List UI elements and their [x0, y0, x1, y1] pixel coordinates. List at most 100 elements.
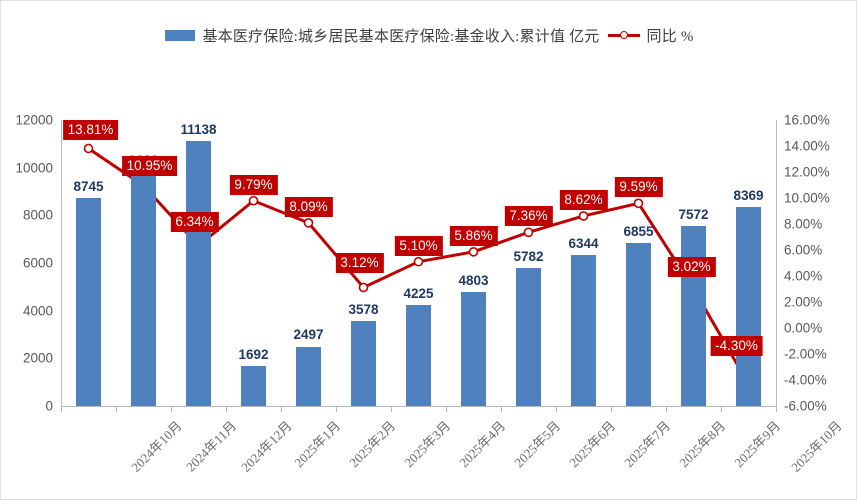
- x-axis-tick-mark: [226, 406, 227, 412]
- y-axis-right: 16.00% 14.00% 12.00% 10.00% 8.00% 6.00% 4.00% 2…: [784, 1, 856, 499]
- legend-label-bar-series: 基本医疗保险:城乡居民基本医疗保险:基金收入:累计值 亿元: [202, 29, 600, 45]
- bar-value-label: 4225: [403, 286, 434, 302]
- y-axis-right-tick: -2.00%: [784, 346, 827, 362]
- legend-label-line-series: 同比 %: [646, 29, 694, 45]
- y-axis-right-tick: 12.00%: [784, 164, 830, 180]
- bar-column[interactable]: [571, 254, 596, 406]
- x-axis-tick-mark: [611, 406, 612, 412]
- x-axis-tick-mark: [721, 406, 722, 412]
- x-axis-category-label: 2025年5月: [510, 418, 563, 471]
- bar-value-label: 8369: [733, 187, 764, 203]
- x-axis-tick-mark: [281, 406, 282, 412]
- x-axis-category-label: 2024年10月: [127, 418, 185, 475]
- y-axis-right-tick: 14.00%: [784, 138, 830, 154]
- legend-line-swatch-icon: [607, 30, 640, 41]
- chart-legend: 基本医疗保险:城乡居民基本医疗保险:基金收入:累计值 亿元 同比 %: [1, 25, 856, 46]
- x-axis-tick-mark: [391, 406, 392, 412]
- line-value-badge: -4.30%: [710, 335, 763, 356]
- bar-column[interactable]: [241, 365, 266, 406]
- line-value-badge: 7.36%: [504, 206, 553, 227]
- line-value-badge: 9.59%: [614, 177, 663, 198]
- line-data-point-marker[interactable]: [633, 198, 644, 209]
- bar-value-label: 4803: [458, 272, 489, 288]
- y-axis-right-tick: 10.00%: [784, 190, 830, 206]
- bar-column[interactable]: [736, 206, 761, 406]
- line-data-point-marker[interactable]: [83, 143, 94, 154]
- bar-value-label: 2497: [293, 327, 324, 343]
- x-axis-tick-mark: [776, 406, 777, 412]
- x-axis-ticks: [61, 406, 777, 412]
- y-axis-right-tick: 6.00%: [784, 242, 823, 258]
- bar-value-label: 1692: [238, 346, 269, 362]
- y-axis-left-tick: 6000: [22, 255, 53, 271]
- bar-column[interactable]: [131, 171, 156, 406]
- y-axis-right-tick: 8.00%: [784, 216, 823, 232]
- line-value-badge: 9.79%: [229, 174, 278, 195]
- x-axis-tick-mark: [336, 406, 337, 412]
- y-axis-right-tick: -6.00%: [784, 398, 827, 414]
- x-axis-tick-mark: [556, 406, 557, 412]
- bar-column[interactable]: [461, 291, 486, 406]
- bar-column[interactable]: [626, 242, 651, 406]
- line-value-badge: 3.02%: [667, 256, 716, 277]
- line-data-point-marker[interactable]: [248, 195, 259, 206]
- bar-value-label: 6855: [623, 223, 654, 239]
- bar-value-label: 8745: [73, 178, 104, 194]
- y-axis-right-tick: -4.00%: [784, 372, 827, 388]
- line-value-badge: 3.12%: [335, 253, 384, 274]
- line-data-point-marker[interactable]: [523, 227, 534, 238]
- line-value-badge: 5.10%: [394, 235, 443, 256]
- line-value-badge: 6.34%: [170, 211, 219, 232]
- x-axis-tick-mark: [61, 406, 62, 412]
- x-axis-category-label: 2025年8月: [675, 418, 728, 471]
- x-axis-tick-mark: [171, 406, 172, 412]
- bar-value-label: 3578: [348, 301, 379, 317]
- bar-column[interactable]: [406, 305, 431, 406]
- x-axis-category-label: 2025年2月: [345, 418, 398, 471]
- y-axis-right-tick: 4.00%: [784, 268, 823, 284]
- y-axis-left-tick: 8000: [22, 207, 53, 223]
- x-axis-category-label: 2025年1月: [290, 418, 343, 471]
- x-axis-category-label: 2025年9月: [730, 418, 783, 471]
- bar-column[interactable]: [516, 268, 541, 406]
- legend-entry-line-series[interactable]: 同比 %: [607, 25, 694, 46]
- bar-column[interactable]: [76, 197, 101, 406]
- x-axis-tick-mark: [666, 406, 667, 412]
- y-axis-right-tick: 16.00%: [784, 112, 830, 128]
- x-axis-category-label: 2024年11月: [182, 418, 239, 475]
- x-axis-tick-mark: [116, 406, 117, 412]
- y-axis-left-tick: 2000: [22, 350, 53, 366]
- bar-column[interactable]: [351, 320, 376, 406]
- legend-entry-bar-series[interactable]: 基本医疗保险:城乡居民基本医疗保险:基金收入:累计值 亿元: [165, 25, 599, 46]
- bar-value-label: 5782: [513, 249, 544, 265]
- bar-value-label: 6344: [568, 235, 599, 251]
- line-data-point-marker[interactable]: [468, 247, 479, 257]
- line-data-point-marker[interactable]: [358, 282, 369, 293]
- plot-baseline: [61, 406, 776, 407]
- y-axis-left-tick: 0: [45, 398, 53, 414]
- line-value-badge: 5.86%: [449, 225, 498, 246]
- line-value-badge: 10.95%: [121, 155, 178, 176]
- line-data-point-marker[interactable]: [578, 211, 589, 221]
- plot-right-axis-line: [776, 120, 777, 407]
- y-axis-left-tick: 4000: [22, 303, 53, 319]
- y-axis-right-tick: 0.00%: [784, 320, 823, 336]
- legend-bar-swatch-icon: [165, 30, 196, 41]
- x-axis-tick-mark: [446, 406, 447, 412]
- x-axis-category-label: 2024年12月: [237, 418, 295, 475]
- bar-column[interactable]: [681, 225, 706, 406]
- plot-left-axis-line: [61, 120, 62, 407]
- y-axis-left-tick: 10000: [15, 160, 53, 176]
- y-axis-left-tick: 12000: [15, 112, 53, 128]
- line-data-point-marker[interactable]: [303, 218, 314, 228]
- line-value-badge: 8.62%: [559, 189, 608, 210]
- x-axis-category-label: 2025年7月: [620, 418, 673, 471]
- x-axis-tick-mark: [501, 406, 502, 412]
- bar-column[interactable]: [296, 346, 321, 406]
- x-axis-category-label: 2025年6月: [565, 418, 618, 471]
- x-axis-category-label: 2025年3月: [400, 418, 453, 471]
- line-data-point-marker[interactable]: [413, 256, 424, 267]
- line-value-badge: 8.09%: [284, 196, 333, 217]
- bar-column[interactable]: [186, 140, 211, 406]
